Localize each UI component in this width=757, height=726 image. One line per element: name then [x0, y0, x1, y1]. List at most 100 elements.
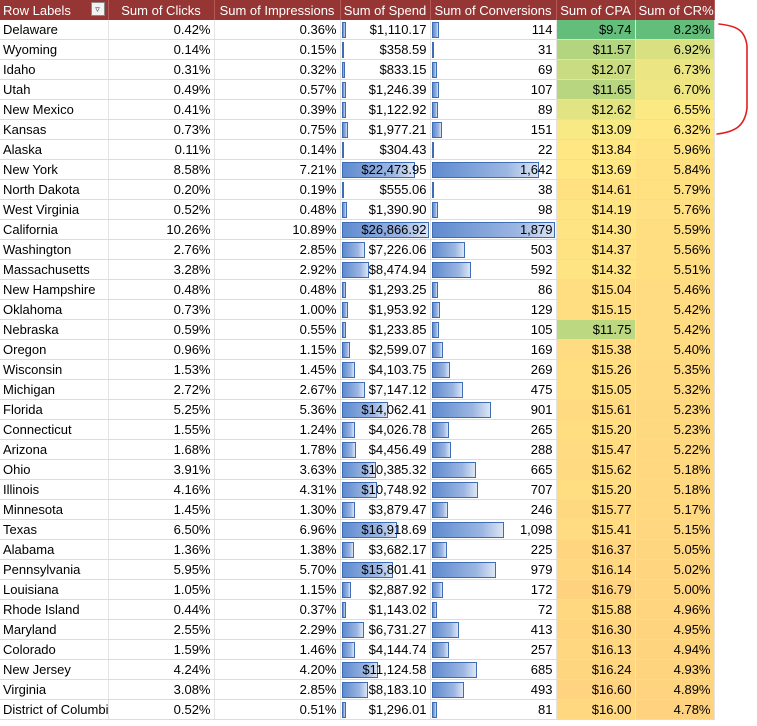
cpa-cell[interactable]: $15.20: [556, 479, 636, 500]
spend-cell[interactable]: $304.43: [340, 139, 431, 160]
conversions-cell[interactable]: 69: [430, 59, 557, 80]
cr-cell[interactable]: 5.84%: [635, 159, 715, 180]
clicks-cell[interactable]: 5.25%: [108, 399, 215, 420]
cpa-cell[interactable]: $16.00: [556, 699, 636, 720]
cpa-cell[interactable]: $15.26: [556, 359, 636, 380]
impressions-cell[interactable]: 2.85%: [214, 679, 341, 700]
cpa-cell[interactable]: $14.61: [556, 179, 636, 200]
state-cell[interactable]: District of Columbia: [0, 699, 109, 720]
impressions-cell[interactable]: 0.36%: [214, 20, 341, 40]
clicks-cell[interactable]: 4.24%: [108, 659, 215, 680]
conversions-cell[interactable]: 269: [430, 359, 557, 380]
conversions-cell[interactable]: 172: [430, 579, 557, 600]
state-cell[interactable]: Wisconsin: [0, 359, 109, 380]
state-cell[interactable]: New Jersey: [0, 659, 109, 680]
cr-cell[interactable]: 5.02%: [635, 559, 715, 580]
conversions-cell[interactable]: 31: [430, 39, 557, 60]
spend-cell[interactable]: $1,122.92: [340, 99, 431, 120]
cr-cell[interactable]: 5.42%: [635, 299, 715, 320]
cpa-cell[interactable]: $15.61: [556, 399, 636, 420]
impressions-cell[interactable]: 4.31%: [214, 479, 341, 500]
state-cell[interactable]: New Hampshire: [0, 279, 109, 300]
spend-cell[interactable]: $1,143.02: [340, 599, 431, 620]
cpa-cell[interactable]: $16.60: [556, 679, 636, 700]
cr-cell[interactable]: 5.32%: [635, 379, 715, 400]
state-cell[interactable]: Oregon: [0, 339, 109, 360]
conversions-cell[interactable]: 86: [430, 279, 557, 300]
state-cell[interactable]: Utah: [0, 79, 109, 100]
spend-cell[interactable]: $1,953.92: [340, 299, 431, 320]
spend-header[interactable]: Sum of Spend: [340, 0, 431, 20]
cr-cell[interactable]: 8.23%: [635, 20, 715, 40]
clicks-cell[interactable]: 1.68%: [108, 439, 215, 460]
clicks-cell[interactable]: 0.48%: [108, 279, 215, 300]
state-cell[interactable]: Oklahoma: [0, 299, 109, 320]
conversions-cell[interactable]: 169: [430, 339, 557, 360]
cpa-cell[interactable]: $15.38: [556, 339, 636, 360]
cpa-cell[interactable]: $16.79: [556, 579, 636, 600]
cr-cell[interactable]: 5.23%: [635, 399, 715, 420]
clicks-cell[interactable]: 5.95%: [108, 559, 215, 580]
impressions-cell[interactable]: 1.78%: [214, 439, 341, 460]
clicks-cell[interactable]: 2.55%: [108, 619, 215, 640]
clicks-cell[interactable]: 0.20%: [108, 179, 215, 200]
impressions-cell[interactable]: 0.48%: [214, 199, 341, 220]
state-cell[interactable]: Delaware: [0, 20, 109, 40]
spend-cell[interactable]: $10,748.92: [340, 479, 431, 500]
impressions-cell[interactable]: 10.89%: [214, 219, 341, 240]
conversions-cell[interactable]: 665: [430, 459, 557, 480]
state-cell[interactable]: Pennsylvania: [0, 559, 109, 580]
cpa-cell[interactable]: $14.32: [556, 259, 636, 280]
spend-cell[interactable]: $26,866.92: [340, 219, 431, 240]
cpa-header[interactable]: Sum of CPA: [556, 0, 636, 20]
cr-cell[interactable]: 5.76%: [635, 199, 715, 220]
clicks-cell[interactable]: 0.52%: [108, 199, 215, 220]
cr-cell[interactable]: 5.18%: [635, 479, 715, 500]
state-cell[interactable]: Wyoming: [0, 39, 109, 60]
cpa-cell[interactable]: $15.62: [556, 459, 636, 480]
conversions-cell[interactable]: 81: [430, 699, 557, 720]
cr-cell[interactable]: 4.89%: [635, 679, 715, 700]
clicks-cell[interactable]: 0.44%: [108, 599, 215, 620]
spend-cell[interactable]: $1,296.01: [340, 699, 431, 720]
conversions-cell[interactable]: 1,879: [430, 219, 557, 240]
conversions-cell[interactable]: 107: [430, 79, 557, 100]
spend-cell[interactable]: $7,226.06: [340, 239, 431, 260]
state-cell[interactable]: Kansas: [0, 119, 109, 140]
cr-cell[interactable]: 5.51%: [635, 259, 715, 280]
spend-cell[interactable]: $358.59: [340, 39, 431, 60]
state-cell[interactable]: Massachusetts: [0, 259, 109, 280]
spend-cell[interactable]: $16,918.69: [340, 519, 431, 540]
clicks-cell[interactable]: 10.26%: [108, 219, 215, 240]
row-labels-header[interactable]: Row Labels ▿: [0, 0, 109, 20]
cr-cell[interactable]: 5.59%: [635, 219, 715, 240]
cr-cell[interactable]: 5.23%: [635, 419, 715, 440]
conversions-cell[interactable]: 1,642: [430, 159, 557, 180]
cpa-cell[interactable]: $11.65: [556, 79, 636, 100]
filter-sort-icon[interactable]: ▿: [90, 2, 105, 16]
clicks-cell[interactable]: 4.16%: [108, 479, 215, 500]
cpa-cell[interactable]: $13.09: [556, 119, 636, 140]
spend-cell[interactable]: $2,599.07: [340, 339, 431, 360]
conversions-header[interactable]: Sum of Conversions: [430, 0, 557, 20]
clicks-cell[interactable]: 0.73%: [108, 119, 215, 140]
impressions-cell[interactable]: 0.14%: [214, 139, 341, 160]
state-cell[interactable]: Texas: [0, 519, 109, 540]
cpa-cell[interactable]: $11.75: [556, 319, 636, 340]
impressions-cell[interactable]: 2.29%: [214, 619, 341, 640]
spend-cell[interactable]: $8,474.94: [340, 259, 431, 280]
cr-cell[interactable]: 5.22%: [635, 439, 715, 460]
clicks-cell[interactable]: 2.76%: [108, 239, 215, 260]
conversions-cell[interactable]: 257: [430, 639, 557, 660]
cr-cell[interactable]: 5.40%: [635, 339, 715, 360]
spend-cell[interactable]: $22,473.95: [340, 159, 431, 180]
impressions-cell[interactable]: 0.55%: [214, 319, 341, 340]
conversions-cell[interactable]: 114: [430, 20, 557, 40]
impressions-cell[interactable]: 1.30%: [214, 499, 341, 520]
impressions-cell[interactable]: 5.36%: [214, 399, 341, 420]
conversions-cell[interactable]: 265: [430, 419, 557, 440]
conversions-cell[interactable]: 72: [430, 599, 557, 620]
cr-cell[interactable]: 5.05%: [635, 539, 715, 560]
impressions-cell[interactable]: 0.39%: [214, 99, 341, 120]
impressions-cell[interactable]: 0.37%: [214, 599, 341, 620]
